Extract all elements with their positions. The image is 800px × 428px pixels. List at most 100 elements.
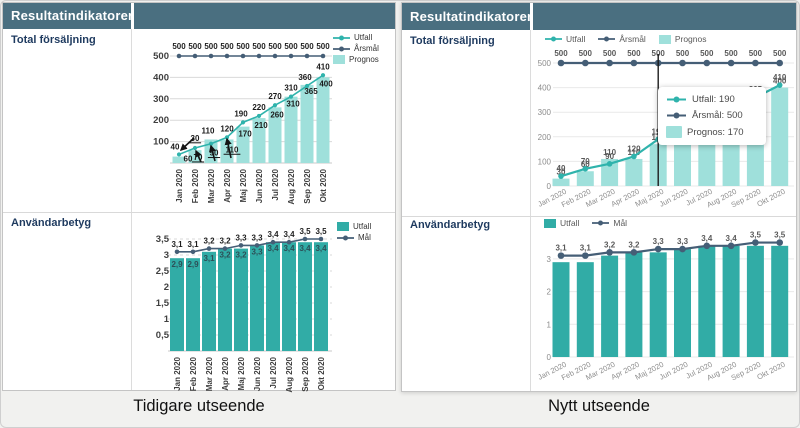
row-label-total-forsaljning: Total försäljning (11, 34, 96, 46)
svg-text:500: 500 (188, 42, 202, 51)
svg-text:100: 100 (538, 157, 552, 166)
utfall-swatch-icon (544, 218, 556, 228)
caption-new-look: Nytt utseende (548, 397, 650, 415)
svg-text:210: 210 (254, 121, 268, 130)
svg-text:500: 500 (676, 49, 690, 58)
svg-text:1,5: 1,5 (156, 298, 170, 309)
legend-label: Utfall (560, 218, 580, 228)
svg-text:3,1: 3,1 (555, 244, 567, 253)
goal-line-icon (333, 45, 350, 53)
svg-text:0: 0 (547, 353, 552, 362)
legend-item-årsmål[interactable]: Årsmål (333, 44, 379, 53)
legend-item-årsmål[interactable]: Årsmål (598, 34, 646, 44)
column-divider (131, 29, 132, 390)
svg-text:260: 260 (270, 110, 284, 119)
legend-item-utfall[interactable]: Utfall (333, 33, 379, 42)
legend-item-utfall[interactable]: Utfall (545, 34, 585, 44)
prognos-swatch-icon (333, 55, 345, 64)
legend-label: Utfall (566, 34, 586, 44)
svg-text:500: 500 (538, 59, 552, 68)
tooltip-utfall-value: Utfall: 190 (692, 94, 735, 105)
svg-text:3: 3 (547, 255, 552, 264)
svg-text:400: 400 (538, 84, 552, 93)
svg-text:200: 200 (153, 115, 169, 126)
svg-text:3,3: 3,3 (251, 233, 263, 242)
chart-old-anvandarbetyg[interactable]: 2,9 2,9 3,1 3,2 3,2 3,3 3,4 3,4 3,4 3,4 3,1 3,1 3,2 3… (132, 212, 396, 393)
prognos-swatch-icon (658, 34, 671, 44)
svg-text:500: 500 (153, 51, 169, 62)
svg-text:3,3: 3,3 (653, 237, 665, 246)
svg-text:Okt 2020: Okt 2020 (319, 168, 328, 202)
svg-text:110: 110 (603, 148, 616, 157)
chart-new-anvandarbetyg[interactable]: 3,1 3,1 3,2 3,2 3,3 3,3 3,4 3,4 3,5 3,5 0 1 2 3 Jan 20… (531, 216, 797, 392)
svg-text:Jun 2020: Jun 2020 (255, 168, 264, 203)
legend-item-mål[interactable]: Mål (337, 233, 371, 242)
svg-text:410: 410 (316, 62, 330, 71)
legend-item-prognos[interactable]: Prognos (658, 34, 707, 44)
tooltip-prognos-value: Prognos: 170 (687, 126, 744, 138)
svg-text:3,2: 3,2 (219, 251, 231, 260)
svg-text:300: 300 (538, 108, 552, 117)
svg-text:Apr 2020: Apr 2020 (223, 168, 232, 202)
legend-label: Prognos (674, 34, 707, 44)
panel-header: Resultatindikatorer (3, 3, 395, 29)
line-mål (174, 236, 324, 255)
svg-text:110: 110 (627, 148, 640, 157)
svg-text:500: 500 (172, 42, 186, 51)
svg-text:500: 500 (204, 42, 218, 51)
legend-label: Utfall (353, 222, 372, 231)
svg-text:Apr 2020: Apr 2020 (221, 356, 230, 390)
svg-text:2,5: 2,5 (156, 266, 170, 277)
svg-text:500: 500 (724, 49, 738, 58)
panel-title: Resultatindikatorer (11, 8, 134, 23)
svg-text:3,1: 3,1 (203, 254, 215, 263)
svg-text:3,4: 3,4 (701, 234, 713, 243)
svg-text:2: 2 (547, 288, 552, 297)
row-divider (3, 212, 395, 213)
svg-text:Jul 2020: Jul 2020 (271, 168, 280, 200)
panel-previous-look: Resultatindikatorer Total försäljning An… (2, 2, 396, 393)
svg-text:2,9: 2,9 (187, 260, 199, 269)
header-divider (530, 3, 533, 30)
tooltip-utfall-line-icon (666, 95, 687, 104)
legend-item-prognos[interactable]: Prognos (333, 55, 379, 64)
legend-label: Utfall (354, 33, 373, 42)
svg-text:400: 400 (319, 79, 333, 88)
svg-text:3,2: 3,2 (235, 251, 247, 260)
svg-text:2: 2 (164, 282, 169, 293)
svg-text:3,2: 3,2 (604, 240, 616, 249)
column-divider (530, 30, 531, 391)
legend-item-utfall[interactable]: Utfall (544, 218, 579, 228)
svg-text:Aug 2020: Aug 2020 (285, 356, 294, 392)
svg-text:40: 40 (171, 142, 180, 151)
svg-text:270: 270 (268, 92, 282, 101)
svg-text:1: 1 (547, 320, 552, 329)
tooltip-prognos-swatch-icon (666, 126, 682, 138)
row-label-total-forsaljning: Total försäljning (410, 35, 495, 47)
chart-old-total-forsaljning[interactable]: 500 500 500 500 500 500 500 500 500 500 40 30 110 120… (132, 29, 396, 212)
svg-text:Feb 2020: Feb 2020 (191, 168, 200, 203)
svg-text:Maj 2020: Maj 2020 (237, 356, 246, 390)
svg-text:110: 110 (202, 126, 215, 135)
svg-text:500: 500 (554, 49, 568, 58)
svg-text:500: 500 (284, 42, 298, 51)
row-label-anvandarbetyg: Användarbetyg (410, 219, 491, 231)
svg-text:Okt 2020: Okt 2020 (317, 356, 326, 390)
legend-item-mål[interactable]: Mål (592, 218, 627, 228)
svg-text:500: 500 (773, 49, 787, 58)
goal-line-icon (598, 35, 616, 43)
bars-utfall (170, 242, 328, 351)
svg-text:0: 0 (547, 182, 552, 191)
svg-text:Okt 2020: Okt 2020 (755, 187, 786, 209)
legend-label: Årsmål (354, 44, 379, 53)
svg-text:500: 500 (220, 42, 234, 51)
svg-text:3,5: 3,5 (156, 234, 170, 245)
svg-text:3,4: 3,4 (267, 230, 279, 239)
legend-item-utfall[interactable]: Utfall (337, 222, 371, 231)
svg-text:3,5: 3,5 (774, 231, 786, 240)
svg-text:220: 220 (252, 103, 266, 112)
svg-text:170: 170 (238, 130, 252, 139)
svg-text:3,1: 3,1 (187, 240, 199, 249)
